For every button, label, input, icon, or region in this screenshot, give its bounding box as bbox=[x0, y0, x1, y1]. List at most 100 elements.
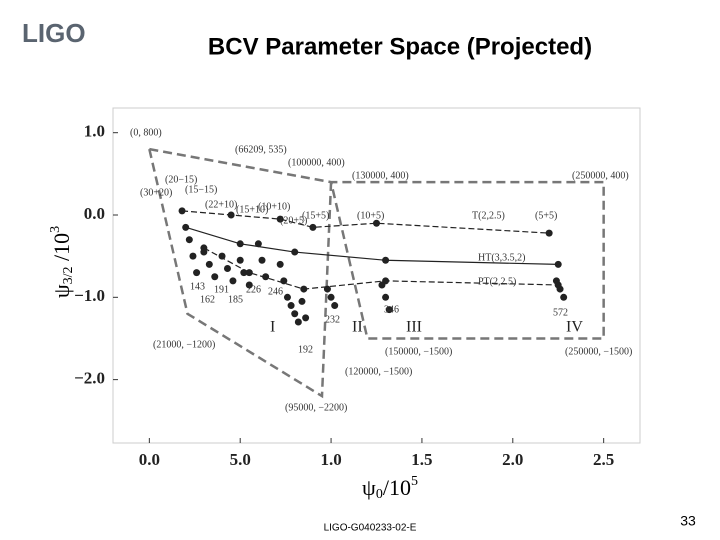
annotation: (22+10) bbox=[205, 199, 237, 210]
series-label: T(2,2.5) bbox=[472, 210, 505, 221]
y-tick-label: −2.0 bbox=[74, 369, 105, 388]
y-tick-label: 0.0 bbox=[84, 204, 105, 223]
point bbox=[552, 277, 560, 285]
annotation: (100000, 400) bbox=[288, 157, 345, 168]
annotation: (150000, −1500) bbox=[385, 346, 452, 357]
point bbox=[254, 240, 262, 248]
plot-frame bbox=[112, 107, 641, 444]
annotation: (120000, −1500) bbox=[345, 366, 412, 377]
logo: LIGO bbox=[22, 18, 86, 48]
annotation: III bbox=[406, 319, 422, 336]
point bbox=[262, 273, 270, 281]
series-label: PT(2,2.5) bbox=[478, 276, 516, 287]
y-tick-label: −1.0 bbox=[74, 286, 105, 305]
annotation: (21000, −1200) bbox=[153, 339, 215, 350]
x-axis-label: ψ0/105 bbox=[362, 474, 418, 502]
page-number: 33 bbox=[680, 513, 696, 529]
point bbox=[240, 269, 248, 277]
point bbox=[227, 211, 235, 219]
series-label: HT(3,3.5,2) bbox=[478, 252, 526, 263]
point bbox=[382, 293, 390, 301]
point bbox=[236, 240, 244, 248]
point bbox=[223, 265, 231, 273]
x-tick-label: 1.5 bbox=[411, 450, 432, 469]
point bbox=[331, 302, 339, 310]
point bbox=[182, 223, 190, 231]
point bbox=[258, 256, 266, 264]
annotation: 246 bbox=[268, 286, 283, 297]
point bbox=[298, 297, 306, 305]
point bbox=[373, 219, 380, 227]
point bbox=[200, 248, 208, 256]
annotation: (10+5) bbox=[357, 210, 384, 221]
point bbox=[554, 260, 562, 268]
annotation: (30+20) bbox=[140, 187, 172, 198]
point bbox=[309, 223, 317, 231]
point bbox=[287, 302, 295, 310]
point bbox=[300, 285, 308, 293]
point bbox=[276, 260, 284, 268]
y-tick-label: 1.0 bbox=[84, 122, 105, 141]
annotation: 191 bbox=[214, 284, 229, 295]
annotation: (10+10) bbox=[258, 201, 290, 212]
point bbox=[280, 277, 288, 285]
footer: LIGO-G040233-02-E bbox=[324, 523, 417, 534]
annotation: (20−15) bbox=[165, 174, 197, 185]
point bbox=[211, 273, 219, 281]
annotation: (95000, −2200) bbox=[285, 402, 347, 413]
slide-title: BCV Parameter Space (Projected) bbox=[208, 33, 592, 60]
annotation: I bbox=[270, 319, 275, 336]
annotation: (20+5) bbox=[280, 215, 307, 226]
annotation: II bbox=[352, 319, 363, 336]
annotation: (15−15) bbox=[185, 184, 217, 195]
point bbox=[291, 248, 299, 256]
annotation: (250000, 400) bbox=[572, 170, 629, 181]
annotation: 226 bbox=[246, 284, 261, 295]
point bbox=[218, 252, 226, 260]
annotation: (66209, 535) bbox=[235, 144, 287, 155]
x-tick-label: 2.5 bbox=[593, 450, 614, 469]
x-tick-label: 5.0 bbox=[230, 450, 251, 469]
point bbox=[327, 293, 335, 301]
series-line bbox=[182, 210, 550, 234]
annotation: (130000, 400) bbox=[352, 170, 409, 181]
annotation: 346 bbox=[384, 304, 399, 315]
point bbox=[283, 293, 291, 301]
point bbox=[382, 256, 390, 264]
annotation: (250000, −1500) bbox=[565, 346, 632, 357]
point bbox=[189, 252, 197, 260]
x-tick-label: 1.0 bbox=[320, 450, 341, 469]
point bbox=[236, 256, 244, 264]
series-line bbox=[149, 147, 605, 340]
point bbox=[545, 229, 553, 237]
annotation: 572 bbox=[553, 307, 568, 318]
point bbox=[385, 306, 393, 314]
annotation: IV bbox=[566, 319, 583, 336]
point bbox=[378, 281, 386, 289]
point bbox=[229, 277, 237, 285]
point bbox=[556, 285, 564, 293]
annotation: 232 bbox=[325, 314, 340, 325]
point bbox=[276, 215, 284, 223]
point bbox=[178, 207, 186, 215]
point bbox=[323, 285, 331, 293]
y-axis-label: ψ3/2 /103 bbox=[48, 226, 76, 298]
x-tick-label: 0.0 bbox=[139, 450, 160, 469]
point bbox=[291, 310, 299, 318]
point bbox=[560, 293, 568, 301]
annotation: 192 bbox=[298, 344, 313, 355]
point bbox=[185, 236, 193, 244]
annotation: (5+5) bbox=[535, 210, 557, 221]
series-line bbox=[148, 148, 333, 399]
point bbox=[205, 260, 213, 268]
point bbox=[302, 314, 310, 322]
annotation: (0, 800) bbox=[130, 127, 162, 138]
x-tick-label: 2.0 bbox=[502, 450, 523, 469]
point bbox=[245, 269, 253, 277]
point bbox=[193, 269, 201, 277]
annotation: (15+10) bbox=[236, 204, 268, 215]
annotation: 143 bbox=[190, 281, 205, 292]
annotation: (15+5) bbox=[302, 210, 329, 221]
annotation: 162 bbox=[200, 294, 215, 305]
